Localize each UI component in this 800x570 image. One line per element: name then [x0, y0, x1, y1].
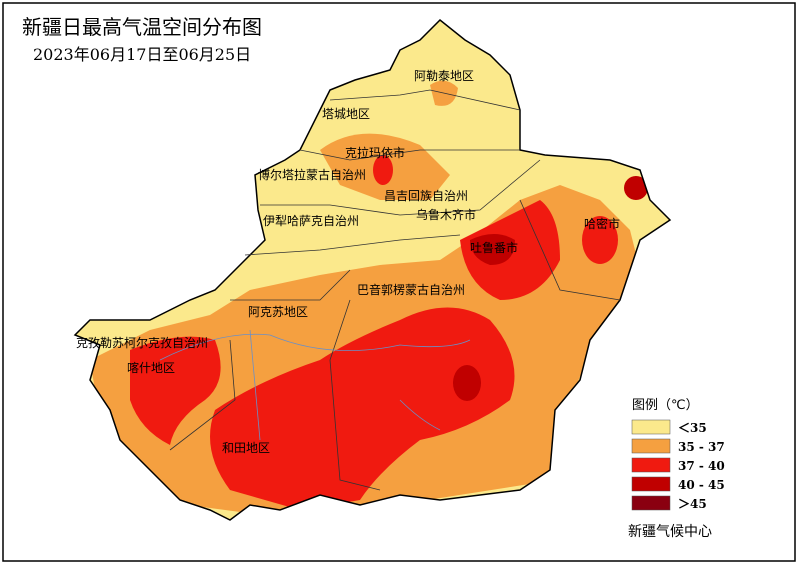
legend-swatch — [631, 476, 671, 492]
region-label: 哈密市 — [584, 216, 620, 231]
region-label: 塔城地区 — [322, 107, 370, 121]
legend-label: 37 - 40 — [678, 459, 725, 473]
region-label: 克拉玛依市 — [345, 145, 405, 160]
region-label: 阿克苏地区 — [248, 305, 308, 319]
source: 新疆气候中心 — [628, 524, 712, 540]
legend-swatch — [631, 457, 671, 473]
title: 新疆日最高气温空间分布图 — [22, 15, 262, 39]
zone-37-40 — [210, 307, 515, 510]
subtitle: 2023年06月17日至06月25日 — [33, 45, 251, 64]
zone-40-45 — [470, 234, 515, 265]
zone-40-45 — [624, 176, 648, 200]
zone-37-40 — [130, 336, 221, 445]
legend-title: 图例（℃） — [632, 398, 699, 413]
zone-40-45 — [453, 365, 481, 401]
region-label: 伊犁哈萨克自治州 — [263, 214, 359, 228]
legend-label: 35 - 37 — [678, 440, 725, 454]
zone-37-40 — [373, 155, 393, 185]
legend-swatch — [631, 419, 671, 435]
region-label: 吐鲁番市 — [470, 240, 518, 255]
prefecture-borders — [169, 89, 621, 491]
region-label: 博尔塔拉蒙古自治州 — [258, 167, 366, 182]
legend-label: ＞45 — [678, 497, 707, 511]
region-label: 乌鲁木齐市 — [416, 207, 476, 222]
legend: ＜35 35 - 37 37 - 40 40 - 45 ＞45 — [631, 419, 725, 511]
legend-swatch — [631, 495, 671, 511]
region-label: 昌吉回族自治州 — [384, 189, 468, 203]
zone-37-40 — [582, 216, 618, 264]
region-label: 巴音郭楞蒙古自治州 — [357, 282, 465, 297]
legend-swatch — [631, 438, 671, 454]
region-label: 克孜勒苏柯尔克孜自治州 — [76, 335, 208, 350]
rivers — [159, 329, 471, 441]
region-label: 阿勒泰地区 — [414, 69, 474, 83]
region-label: 和田地区 — [222, 441, 270, 455]
region-label: 喀什地区 — [127, 361, 175, 375]
legend-label: ＜35 — [678, 421, 707, 435]
legend-label: 40 - 45 — [678, 478, 725, 492]
